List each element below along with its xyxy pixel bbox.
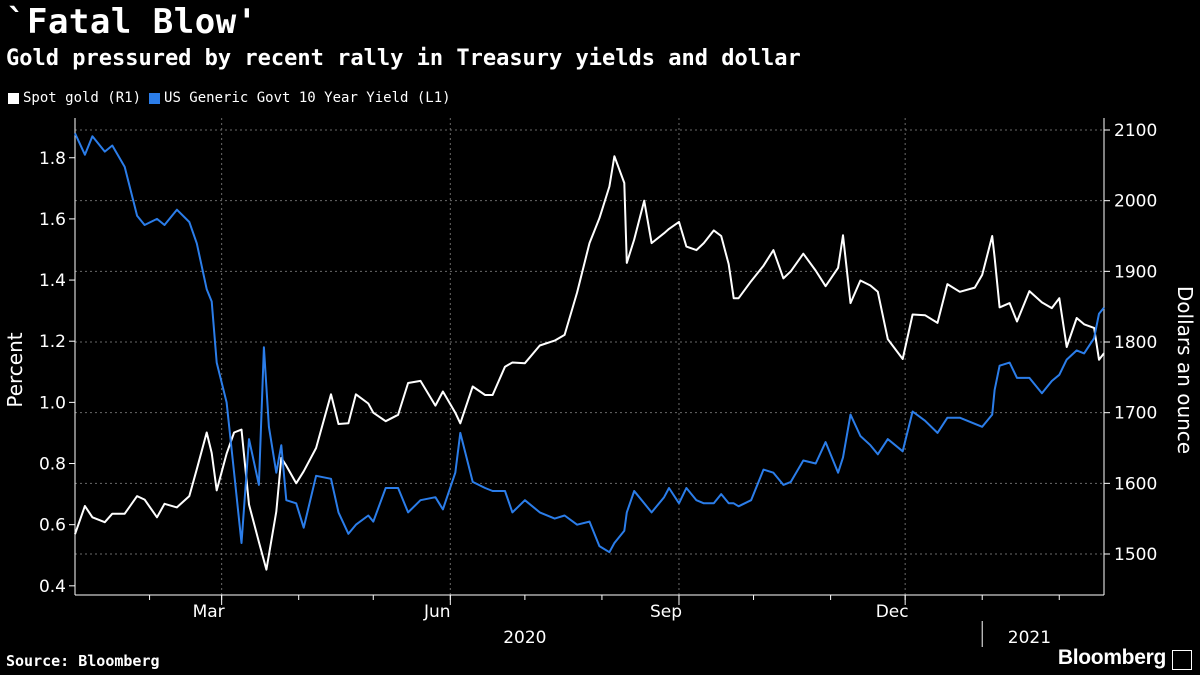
chart-title: `Fatal Blow' [6,2,258,42]
source-note: Source: Bloomberg [6,652,160,670]
x-month-label: Dec [876,602,909,622]
right-tick-label: 1800 [1114,333,1157,353]
legend-item-yield: US Generic Govt 10 Year Yield (L1) [149,90,451,106]
left-tick-label: 1.6 [39,210,66,230]
left-tick-label: 0.8 [39,455,66,475]
x-month-label: Mar [193,602,225,622]
tick-labels: 0.4 0.6 0.8 1.0 1.2 1.4 1.6 1.8 1500 1600 1700 1800… [39,121,1157,648]
x-year-label: 2020 [503,628,546,648]
right-tick-label: 2000 [1114,192,1157,212]
left-tick-label: 1.4 [39,271,66,291]
chart-subtitle: Gold pressured by recent rally in Treasu… [6,46,801,71]
x-month-label: Sep [650,602,682,622]
axes [69,118,1110,647]
left-tick-label: 1.8 [39,149,66,169]
legend-item-gold: Spot gold (R1) [8,90,141,106]
brand-box-icon [1172,650,1192,670]
right-tick-label: 2100 [1114,121,1157,141]
left-tick-label: 1.2 [39,332,66,352]
series-line-gold [74,155,1105,571]
x-month-label: Jun [423,602,451,622]
right-tick-label: 1900 [1114,262,1157,282]
left-tick-label: 0.6 [39,516,66,536]
legend-swatch-yield [149,92,161,104]
right-tick-label: 1600 [1114,474,1157,494]
legend-label-yield: US Generic Govt 10 Year Yield (L1) [164,90,451,106]
series-lines [74,132,1105,571]
brand-logo: Bloomberg [1057,646,1166,669]
x-year-label: 2021 [1008,628,1051,648]
legend-swatch-gold [8,92,19,104]
left-axis-title: Percent [3,332,27,407]
series-line-yield [74,132,1105,554]
right-tick-label: 1500 [1114,545,1157,565]
legend-label-gold: Spot gold (R1) [23,90,142,106]
legend: Spot gold (R1) US Generic Govt 10 Year Y… [8,90,459,106]
right-tick-label: 1700 [1114,404,1157,424]
left-tick-label: 1.0 [39,393,66,413]
right-axis-title: Dollars an ounce [1173,286,1197,454]
left-tick-label: 0.4 [39,577,66,597]
